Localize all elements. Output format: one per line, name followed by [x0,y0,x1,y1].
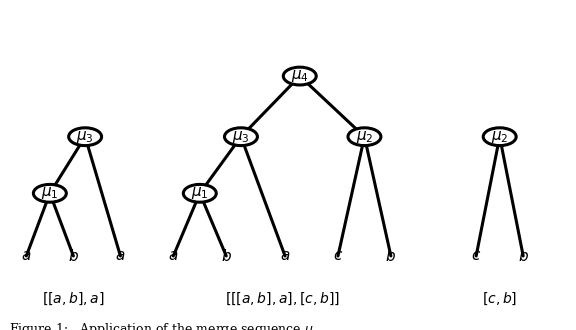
Ellipse shape [348,128,381,146]
Text: $b$: $b$ [385,248,396,264]
Ellipse shape [225,128,257,146]
Text: $a$: $a$ [115,249,126,263]
Text: $\mu_1$: $\mu_1$ [191,185,209,201]
Text: Figure 1:   Application of the merge sequence $\mu$: Figure 1: Application of the merge seque… [9,321,313,330]
Text: $\mu_4$: $\mu_4$ [291,68,309,84]
Ellipse shape [283,67,316,85]
Text: $c$: $c$ [333,249,343,263]
Text: $b$: $b$ [68,248,79,264]
Text: $[c,b]$: $[c,b]$ [482,290,517,307]
Text: $b$: $b$ [518,248,529,264]
Text: $[[[a,b],a],[c,b]]$: $[[[a,b],a],[c,b]]$ [225,290,340,307]
Text: $\mu_1$: $\mu_1$ [41,185,59,201]
Text: $\mu_2$: $\mu_2$ [355,129,373,145]
Ellipse shape [483,128,516,146]
Text: $\mu_3$: $\mu_3$ [232,129,250,145]
Ellipse shape [33,184,66,202]
Text: $a$: $a$ [21,249,32,263]
Ellipse shape [183,184,216,202]
Text: $a$: $a$ [168,249,179,263]
Text: $\mu_2$: $\mu_2$ [491,129,509,145]
Text: $b$: $b$ [221,248,232,264]
Text: $c$: $c$ [471,249,481,263]
Text: $\mu_3$: $\mu_3$ [76,129,94,145]
Text: $[[a,b],a]$: $[[a,b],a]$ [42,290,105,307]
Text: $a$: $a$ [280,249,290,263]
Ellipse shape [69,128,101,146]
